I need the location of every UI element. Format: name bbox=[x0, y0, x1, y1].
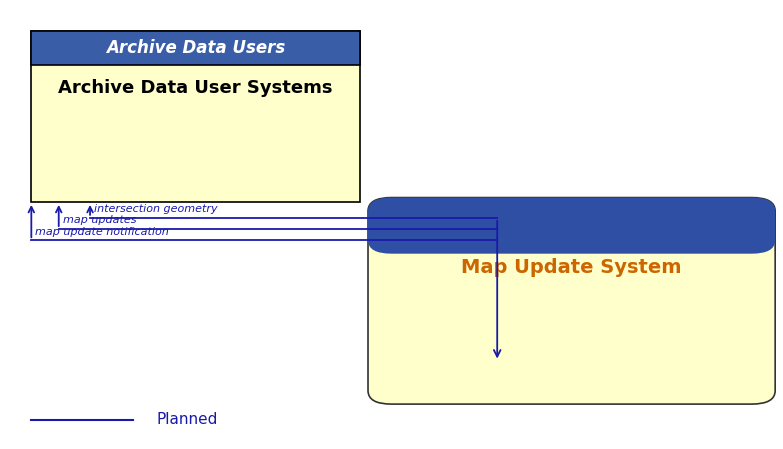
FancyBboxPatch shape bbox=[392, 223, 752, 240]
Text: Archive Data Users: Archive Data Users bbox=[106, 39, 285, 57]
FancyBboxPatch shape bbox=[368, 198, 775, 404]
Text: intersection geometry: intersection geometry bbox=[94, 204, 218, 214]
Text: map updates: map updates bbox=[63, 216, 136, 225]
Text: Planned: Planned bbox=[157, 412, 218, 427]
FancyBboxPatch shape bbox=[31, 31, 360, 202]
Text: Map Update System: Map Update System bbox=[461, 258, 682, 277]
FancyBboxPatch shape bbox=[368, 198, 775, 254]
Text: map update notification: map update notification bbox=[35, 227, 169, 237]
Text: Archive Data User Systems: Archive Data User Systems bbox=[59, 79, 333, 97]
FancyBboxPatch shape bbox=[31, 31, 360, 65]
